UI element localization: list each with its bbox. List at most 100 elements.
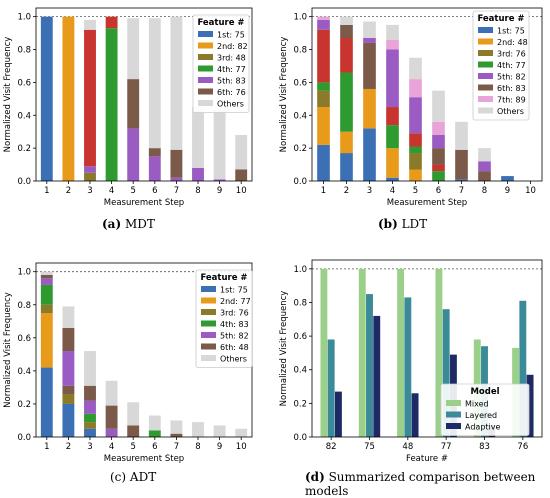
legend-label-b: 5th: 82 xyxy=(497,73,526,82)
caption-c: (c) ADT xyxy=(110,470,156,484)
legend-a: Feature # 1st: 75 2nd: 82 3rd: 48 4th: 77 5th… xyxy=(192,14,250,113)
legend-swatch-a xyxy=(198,77,213,83)
bar-seg-b-7-2 xyxy=(455,121,468,150)
bar-seg-b-6-1 xyxy=(432,164,445,172)
bar-seg-c-5-0 xyxy=(127,425,140,437)
bar-seg-c-1-6 xyxy=(40,271,53,276)
axes-frame-b xyxy=(311,7,543,182)
xtick-label-d: 75 xyxy=(364,442,375,452)
legend-c: Feature # 1st: 75 2nd: 77 3rd: 76 4th: 83 5th… xyxy=(195,269,253,368)
bar-seg-c-2-3 xyxy=(62,351,75,386)
bar-seg-b-1-4 xyxy=(317,29,330,83)
ytick-label-d: 1.0 xyxy=(293,265,307,275)
bar-layered-82 xyxy=(327,339,335,437)
bar-seg-c-6-0 xyxy=(148,430,161,437)
caption-d-text: Summarized comparison between models xyxy=(305,470,536,498)
legend-box-d xyxy=(440,383,530,436)
bar-seg-c-6-1 xyxy=(148,415,161,431)
xtick-label-c: 3 xyxy=(87,442,92,452)
ytick-label-c: 0.0 xyxy=(17,433,31,443)
bar-seg-b-5-1 xyxy=(409,153,422,170)
xtick-label-b: 5 xyxy=(413,186,418,196)
ytick-label-c: 0.2 xyxy=(17,400,31,410)
bar-seg-b-4-0 xyxy=(386,177,399,181)
legend-b: Feature # 1st: 75 2nd: 48 3rd: 76 4th: 77 5th… xyxy=(472,10,530,121)
xtick-label-a: 4 xyxy=(109,186,114,196)
bar-seg-a-6-2 xyxy=(148,18,161,149)
legend-d: Model Mixed Layered Adaptive xyxy=(440,383,530,436)
bar-seg-a-9-1 xyxy=(213,108,226,180)
bar-seg-b-1-6 xyxy=(317,16,330,20)
legend-label-b: 7th: 89 xyxy=(497,96,526,105)
axes-frame-a xyxy=(35,7,253,182)
bar-seg-a-4-1 xyxy=(105,16,118,29)
xtick-label-a: 1 xyxy=(44,186,49,196)
caption-b-label: (b) xyxy=(378,217,398,231)
bar-seg-b-4-5 xyxy=(386,39,399,50)
bar-layered-75 xyxy=(366,294,373,437)
ytick-label-d: 0.6 xyxy=(293,332,307,342)
legend-swatch-a xyxy=(198,42,213,49)
legend-label-a: 5th: 83 xyxy=(217,77,246,86)
xtick-label-c: 7 xyxy=(174,442,179,452)
bar-seg-c-3-5 xyxy=(84,351,96,386)
legend-swatch-c xyxy=(201,343,216,350)
ytick-label-a: 0.2 xyxy=(17,144,31,154)
bar-seg-b-6-3 xyxy=(432,134,445,149)
ytick-label-d: 0.0 xyxy=(293,433,307,443)
legend-swatch-b xyxy=(478,27,493,33)
bar-seg-b-6-5 xyxy=(432,90,445,122)
ytick-label-a: 0.8 xyxy=(17,46,31,56)
bar-seg-b-5-5 xyxy=(409,79,422,98)
xtick-label-d: 83 xyxy=(479,442,490,452)
bar-seg-b-8-2 xyxy=(478,148,491,162)
xtick-label-a: 8 xyxy=(195,186,200,196)
legend-label-c: 6th: 48 xyxy=(220,343,249,352)
caption-a: (a) MDT xyxy=(102,217,155,231)
xtick-label-a: 10 xyxy=(236,186,247,196)
bar-seg-c-1-4 xyxy=(40,278,53,285)
bar-seg-a-3-3 xyxy=(84,19,96,30)
legend-label-a: Others xyxy=(217,100,244,109)
bar-layered-77 xyxy=(442,309,450,437)
legend-swatch-c xyxy=(201,286,216,292)
caption-c-text: ADT xyxy=(129,470,157,484)
xtick-label-c: 6 xyxy=(152,442,157,452)
legend-swatch-a xyxy=(198,88,213,95)
bar-seg-b-2-3 xyxy=(340,38,353,73)
legend-swatch-b xyxy=(478,73,493,79)
legend-label-c: 1st: 75 xyxy=(220,286,248,295)
xtick-label-d: 82 xyxy=(326,442,337,452)
xtick-label-c: 4 xyxy=(109,442,114,452)
bar-seg-c-10-0 xyxy=(235,428,248,437)
legend-label-c: Others xyxy=(220,355,247,364)
caption-d: (d) Summarized comparison between models xyxy=(305,470,550,498)
ylabel-a: Normalized Visit Frequency xyxy=(3,37,13,153)
caption-a-label: (a) xyxy=(102,217,122,231)
bar-seg-a-9-0 xyxy=(213,179,226,181)
chart-d: 0.0 0.2 0.4 0.6 0.8 1.0 82 75 48 77 83 76 Feature # N… xyxy=(279,259,543,464)
chart-b: 0.0 0.2 0.4 0.6 0.8 1.0 1 2 3 4 5 6 7 8 9 10 Measurement… xyxy=(279,7,543,208)
legend-label-b: 6th: 83 xyxy=(497,84,526,93)
legend-label-a: 4th: 77 xyxy=(217,65,246,74)
xlabel-b: Measurement Step xyxy=(387,198,467,208)
xtick-label-b: 7 xyxy=(459,186,464,196)
bar-seg-b-3-1 xyxy=(363,88,376,129)
bar-seg-b-2-0 xyxy=(340,153,353,181)
xtick-label-b: 3 xyxy=(367,186,372,196)
bar-seg-b-1-5 xyxy=(317,19,330,30)
bar-seg-b-7-1 xyxy=(455,149,468,180)
legend-title-c: Feature # xyxy=(200,273,247,283)
bar-seg-a-8-1 xyxy=(192,107,204,168)
bar-layered-76 xyxy=(519,300,527,437)
bar-seg-c-5-1 xyxy=(127,402,140,426)
bar-seg-c-1-3 xyxy=(40,284,53,305)
bar-seg-b-2-4 xyxy=(340,24,353,39)
ytick-label-a: 1.0 xyxy=(17,13,31,23)
bar-seg-b-5-4 xyxy=(409,97,422,134)
bar-layered-48 xyxy=(404,297,412,437)
bar-mixed-82 xyxy=(320,268,328,437)
legend-swatch-a xyxy=(198,54,213,60)
bar-seg-a-7-2 xyxy=(170,16,183,150)
